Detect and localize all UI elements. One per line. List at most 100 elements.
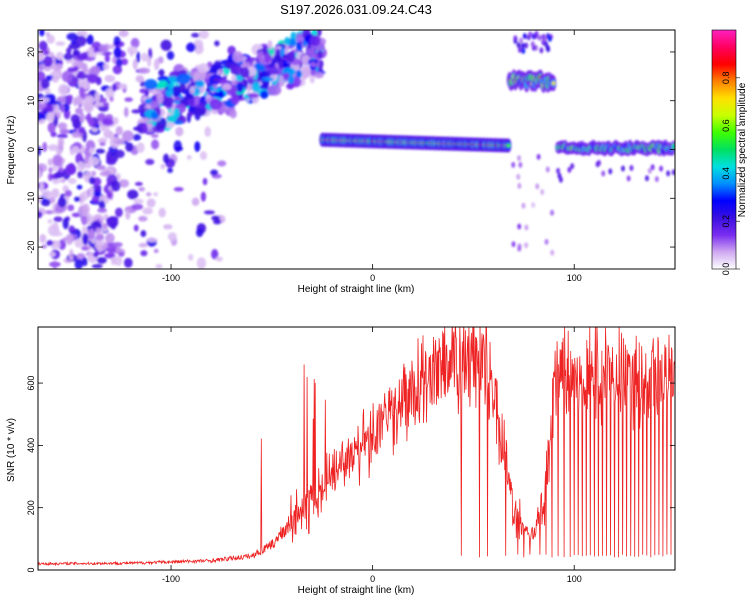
heatmap-cell <box>47 219 53 224</box>
heatmap-cell <box>157 76 171 82</box>
heatmap-cell <box>61 70 74 83</box>
heatmap-cell <box>104 74 116 83</box>
heatmap-cell <box>38 63 43 72</box>
heatmap-cell <box>81 82 90 90</box>
heatmap-cell <box>81 214 88 226</box>
heatmap-cell <box>136 142 145 153</box>
heatmap-cell <box>78 126 86 134</box>
heatmap-cell <box>310 61 316 67</box>
heatmap-cell <box>516 173 521 180</box>
heatmap-cell <box>95 227 101 234</box>
heatmap-cell <box>75 107 84 115</box>
heatmap-cell <box>131 109 142 114</box>
heatmap-x-label: Height of straight line (km) <box>298 284 415 295</box>
heatmap-cell <box>211 249 219 260</box>
heatmap-cell <box>518 161 523 168</box>
heatmap-cell <box>83 101 94 112</box>
snr-series-line <box>38 327 675 567</box>
heatmap-cell <box>38 40 48 51</box>
heatmap-cell <box>80 30 88 38</box>
heatmap-x-tick-label: 0 <box>370 273 375 283</box>
heatmap-cell <box>114 207 123 218</box>
heatmap-cell <box>133 198 144 204</box>
heatmap-cell <box>79 86 85 98</box>
heatmap-cell <box>309 75 315 84</box>
heatmap-cell <box>193 70 207 82</box>
heatmap-cell <box>80 246 89 251</box>
heatmap-cell <box>533 33 538 40</box>
heatmap-cell <box>159 117 167 130</box>
snr-panel: -100 0 100 0 200 400 600 Height of straight l… <box>6 326 676 596</box>
heatmap-cell <box>109 96 114 102</box>
heatmap-cell <box>215 256 223 262</box>
heatmap-cell <box>203 210 215 215</box>
heatmap-cell <box>89 186 94 197</box>
heatmap-cell <box>164 121 176 129</box>
heatmap-cell <box>540 189 545 196</box>
heatmap-cell <box>114 149 125 159</box>
heatmap-cell <box>158 69 165 77</box>
heatmap-cell <box>175 126 184 137</box>
heatmap-cell <box>65 233 74 245</box>
heatmap-cell <box>146 237 158 243</box>
heatmap-cell <box>67 178 77 185</box>
heatmap-cell <box>194 141 201 153</box>
heatmap-cell <box>316 30 322 37</box>
heatmap-cell <box>141 52 148 62</box>
heatmap-cell <box>178 83 187 93</box>
colorbar-ticks: 0.0 0.2 0.4 0.6 0.8 <box>721 72 740 275</box>
heatmap-cell <box>45 32 50 37</box>
heatmap-cell <box>43 55 53 68</box>
heatmap-cell <box>531 201 536 208</box>
heatmap-cell <box>104 54 110 63</box>
heatmap-cell <box>44 87 51 95</box>
heatmap-cell <box>629 165 634 172</box>
heatmap-cell <box>68 253 74 261</box>
heatmap-cell <box>71 212 81 218</box>
heatmap-cell <box>644 175 649 182</box>
heatmap-cell <box>120 58 129 66</box>
heatmap-cell <box>59 128 70 135</box>
heatmap-cell <box>264 51 271 64</box>
heatmap-cell <box>72 49 81 57</box>
heatmap-cell <box>88 228 96 241</box>
heatmap-cell <box>112 137 125 145</box>
heatmap-cell <box>87 53 98 58</box>
heatmap-x-tick-label: 100 <box>567 273 582 283</box>
heatmap-cell <box>42 141 48 153</box>
heatmap-cell <box>194 43 204 55</box>
heatmap-cell <box>42 190 53 199</box>
heatmap-cell <box>74 238 84 248</box>
heatmap-cell <box>94 240 102 250</box>
heatmap-cell <box>550 249 555 256</box>
heatmap-cell <box>66 94 73 101</box>
heatmap-cell <box>88 176 96 185</box>
heatmap-cell <box>65 163 77 176</box>
snr-x-tick-label: 0 <box>370 574 375 584</box>
heatmap-cell <box>214 40 220 47</box>
heatmap-cell <box>517 223 522 230</box>
heatmap-cell <box>127 189 139 200</box>
heatmap-cell <box>45 210 54 215</box>
heatmap-cell <box>246 84 252 92</box>
heatmap-cell <box>112 242 123 248</box>
heatmap-cell <box>671 143 675 150</box>
heatmap-cell <box>313 71 324 79</box>
heatmap-cell <box>39 233 47 244</box>
heatmap-cell <box>106 151 111 163</box>
snr-y-label: SNR (10 * v/v) <box>6 418 17 482</box>
heatmap-cell <box>140 230 147 238</box>
heatmap-cell <box>165 88 174 98</box>
heatmap-cell <box>71 131 81 138</box>
colorbar-tick-label: 0.4 <box>721 167 731 180</box>
heatmap-cell <box>163 153 170 164</box>
heatmap-cell <box>94 102 104 107</box>
heatmap-cell <box>103 170 112 176</box>
snr-x-tick-label: -100 <box>162 574 180 584</box>
heatmap-cell <box>53 216 63 223</box>
heatmap-cell <box>76 161 86 172</box>
heatmap-cell <box>106 191 113 199</box>
heatmap-cell <box>171 85 182 97</box>
heatmap-cell <box>666 170 671 177</box>
